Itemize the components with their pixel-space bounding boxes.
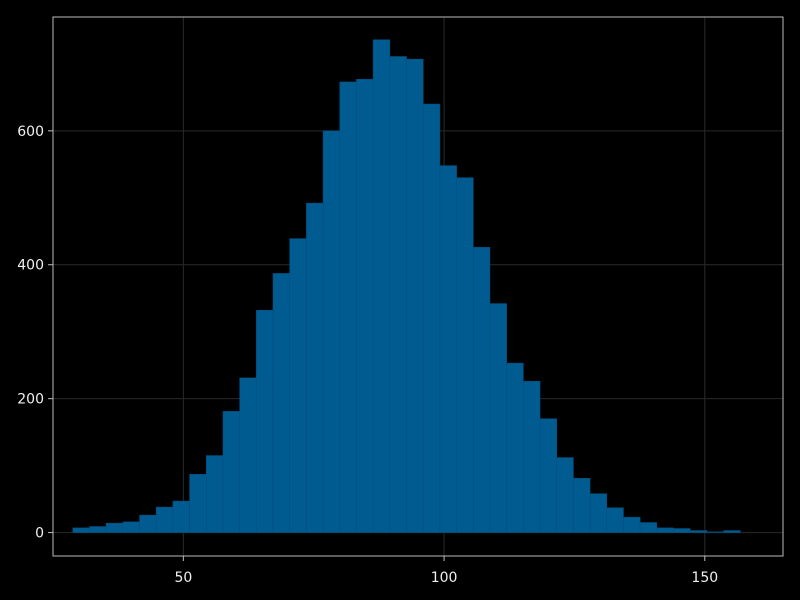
histogram-bar xyxy=(389,56,407,533)
y-tick-label: 400 xyxy=(17,258,44,274)
histogram-bars xyxy=(72,39,741,533)
histogram-bar xyxy=(439,165,457,533)
histogram-bar xyxy=(506,362,524,533)
histogram-bar xyxy=(456,177,474,533)
histogram-bar xyxy=(673,528,691,533)
histogram-bar xyxy=(189,474,207,533)
histogram-bar xyxy=(706,531,724,533)
histogram-bar xyxy=(689,530,708,533)
histogram-bar xyxy=(589,493,608,533)
histogram-bar xyxy=(239,377,257,533)
histogram-bar xyxy=(639,522,658,533)
x-tick-label: 150 xyxy=(691,570,718,586)
x-axis-ticks: 50 100 150 xyxy=(174,556,718,586)
histogram-bar xyxy=(472,247,491,533)
histogram-bar xyxy=(372,39,391,533)
histogram-bar xyxy=(289,238,307,533)
y-axis-ticks: 0 200 400 600 xyxy=(17,124,53,542)
histogram-bar xyxy=(623,516,641,533)
histogram-bar xyxy=(72,527,90,533)
histogram-bar xyxy=(422,103,441,533)
histogram-bar xyxy=(339,81,357,533)
histogram-bar xyxy=(322,130,341,533)
histogram-bar xyxy=(723,530,741,533)
y-tick-label: 200 xyxy=(17,392,44,408)
histogram-bar xyxy=(356,78,374,533)
histogram-bar xyxy=(206,455,224,533)
histogram-bar xyxy=(406,58,424,533)
histogram-bar xyxy=(272,273,291,533)
histogram-bar xyxy=(523,380,541,533)
x-tick-label: 100 xyxy=(431,570,458,586)
histogram-bar xyxy=(155,506,174,533)
histogram-bar xyxy=(489,303,507,533)
y-tick-label: 600 xyxy=(17,124,44,140)
histogram-bar xyxy=(306,202,324,533)
histogram-bar xyxy=(606,507,624,533)
histogram-bar xyxy=(122,521,140,533)
histogram-bar xyxy=(105,522,124,533)
histogram-bar xyxy=(656,527,674,533)
histogram-bar xyxy=(539,418,557,533)
histogram-bar xyxy=(222,411,240,533)
histogram-bar xyxy=(172,500,190,533)
histogram-bar xyxy=(139,514,157,533)
histogram-bar xyxy=(256,309,274,533)
histogram-bar xyxy=(573,478,591,533)
y-tick-label: 0 xyxy=(35,526,44,542)
histogram-bar xyxy=(89,526,107,533)
plot-frame xyxy=(52,16,784,557)
x-tick-label: 50 xyxy=(174,570,192,586)
histogram-bar xyxy=(556,457,574,533)
